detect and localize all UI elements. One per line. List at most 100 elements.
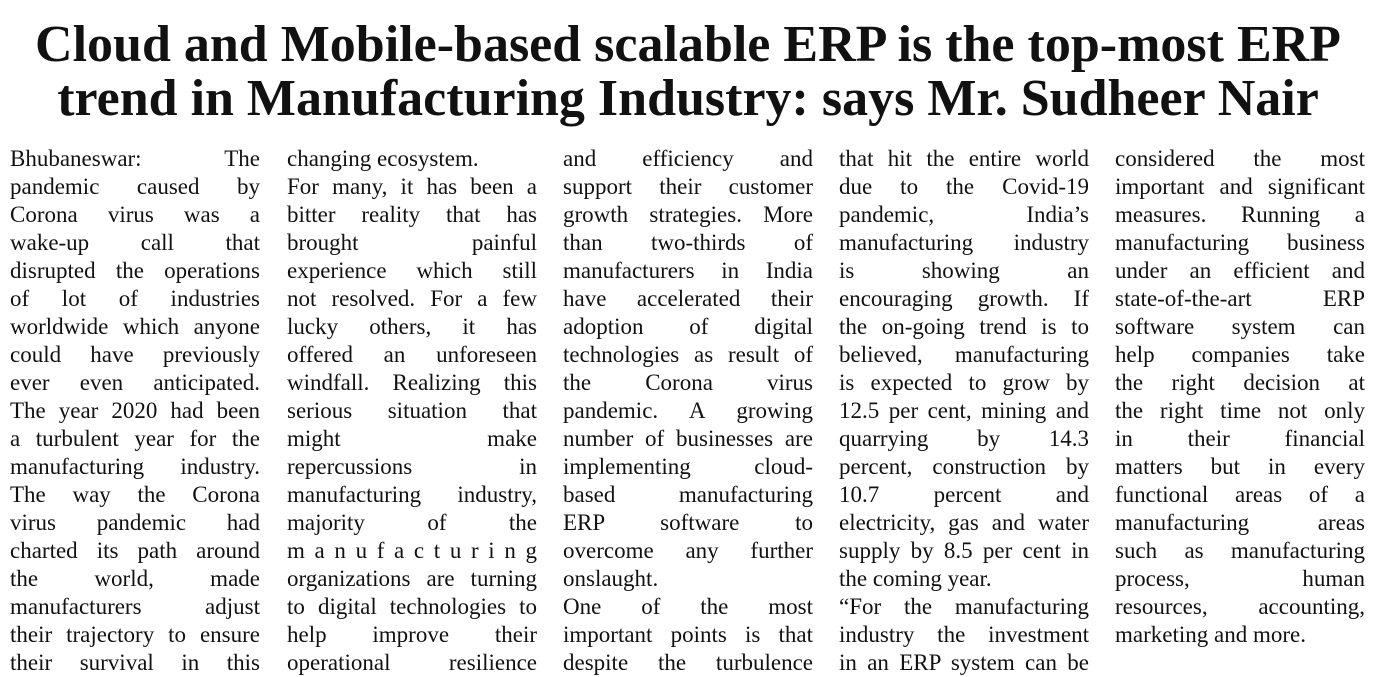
text-line: resources, accounting, [1115,594,1365,619]
text-line: functional areas of a [1115,482,1365,507]
headline: Cloud and Mobile-based scalable ERP is t… [0,18,1376,126]
text-line: a turbulent year for the [10,426,260,451]
text-line: under an efficient and [1115,258,1365,283]
text-line: not resolved. For a few [287,286,537,311]
text-line: despite the turbulence [563,650,813,675]
text-line: percent, construction by [839,454,1089,479]
text-line: of lot of industries [10,286,260,311]
text-line: to digital technologies to [287,594,537,619]
headline-line: trend in Manufacturing Industry: says Mr… [57,70,1319,127]
column: that hit the entire world due to the Covi… [839,145,1089,677]
text-line: The way the Corona [10,482,260,507]
text-line: offered an unforeseen [287,342,537,367]
text-line: in their financial [1115,426,1365,451]
text-line: based manufacturing [563,482,813,507]
text-line: support their customer [563,174,813,199]
text-line: the on-going trend is to [839,314,1089,339]
text-line: quarrying by 14.3 [839,426,1089,451]
text-line: operational resilience [287,650,537,675]
text-line: disrupted the operations [10,258,260,283]
text-line: 10.7 percent and [839,482,1089,507]
text-line: Corona virus was a [10,202,260,227]
text-line: repercussions in [287,454,537,479]
text-line: the world, made [10,566,260,591]
column: and efficiency and support their customer… [563,145,813,677]
text-line: encouraging growth. If [839,286,1089,311]
text-line: marketing and more. [1115,622,1306,647]
text-line: that hit the entire world [839,146,1089,171]
text-line: due to the Covid-19 [839,174,1089,199]
headline-line: Cloud and Mobile-based scalable ERP is t… [35,16,1341,73]
text-line: “For the manufacturing [839,594,1089,619]
text-line: manufacturing [287,538,547,563]
text-line: help improve their [287,622,537,647]
text-line: majority of the [287,510,537,535]
text-line: 12.5 per cent, mining and [839,398,1089,423]
text-line: important points is that [563,622,813,647]
text-line: ERP software to [563,510,813,535]
text-line: worldwide which anyone [10,314,260,339]
text-line: the right decision at [1115,370,1365,395]
text-line: The year 2020 had been [10,398,260,423]
text-line: One of the most [563,594,813,619]
text-line: pandemic. A growing [563,398,813,423]
text-line: number of businesses are [563,426,813,451]
text-line: For many, it has been a [287,174,537,199]
text-line: electricity, gas and water [839,510,1089,535]
text-line: is showing an [839,258,1089,283]
text-line: help companies take [1115,342,1365,367]
text-line: than two-thirds of [563,230,813,255]
text-line: lucky others, it has [287,314,537,339]
text-line: manufacturing business [1115,230,1365,255]
text-line: matters but in every [1115,454,1365,479]
text-line: the right time not only [1115,398,1365,423]
text-line: measures. Running a [1115,202,1365,227]
text-line: industry the investment [839,622,1089,647]
text-line: experience which still [287,258,537,283]
text-line: ever even anticipated. [10,370,260,395]
text-line: growth strategies. More [563,202,813,227]
text-line: considered the most [1115,146,1365,171]
text-line: believed, manufacturing [839,342,1089,367]
text-line: manufacturing industry, [287,482,537,507]
text-line: the Corona virus [563,370,813,395]
text-line: pandemic, India’s [839,202,1089,227]
text-line: organizations are turning [287,566,537,591]
text-line: charted its path around [10,538,260,563]
text-line: their trajectory to ensure [10,622,260,647]
text-line: in an ERP system can be [839,650,1089,675]
column: Bhubaneswar: The pandemic caused by Corona… [10,145,260,677]
column: considered the most important and signifi… [1115,145,1365,649]
text-line: manufacturers adjust [10,594,260,619]
text-line: windfall. Realizing this [287,370,537,395]
text-line: supply by 8.5 per cent in [839,538,1089,563]
text-line: could have previously [10,342,260,367]
text-line: serious situation that [287,398,537,423]
text-line: and efficiency and [563,146,813,171]
text-line: implementing cloud- [563,454,813,479]
text-line: changing ecosystem. [287,146,479,171]
text-line: bitter reality that has [287,202,537,227]
text-line: manufacturing industry. [10,454,260,479]
text-line: their survival in this [10,650,260,675]
text-line: onslaught. [563,566,659,591]
text-line: virus pandemic had [10,510,260,535]
text-line: technologies as result of [563,342,813,367]
text-line: manufacturing industry [839,230,1089,255]
text-line: is expected to grow by [839,370,1089,395]
text-line: brought painful [287,230,537,255]
text-line: manufacturers in India [563,258,813,283]
text-line: software system can [1115,314,1365,339]
column: changing ecosystem. For many, it has been… [287,145,537,677]
text-line: have accelerated their [563,286,813,311]
text-line: manufacturing areas [1115,510,1365,535]
text-line: pandemic caused by [10,174,260,199]
text-line: adoption of digital [563,314,813,339]
text-line: state-of-the-art ERP [1115,286,1365,311]
text-line: might make [287,426,537,451]
text-line: the coming year. [839,566,992,591]
text-line: overcome any further [563,538,813,563]
text-line: Bhubaneswar: The [10,146,260,171]
text-line: process, human [1115,566,1365,591]
